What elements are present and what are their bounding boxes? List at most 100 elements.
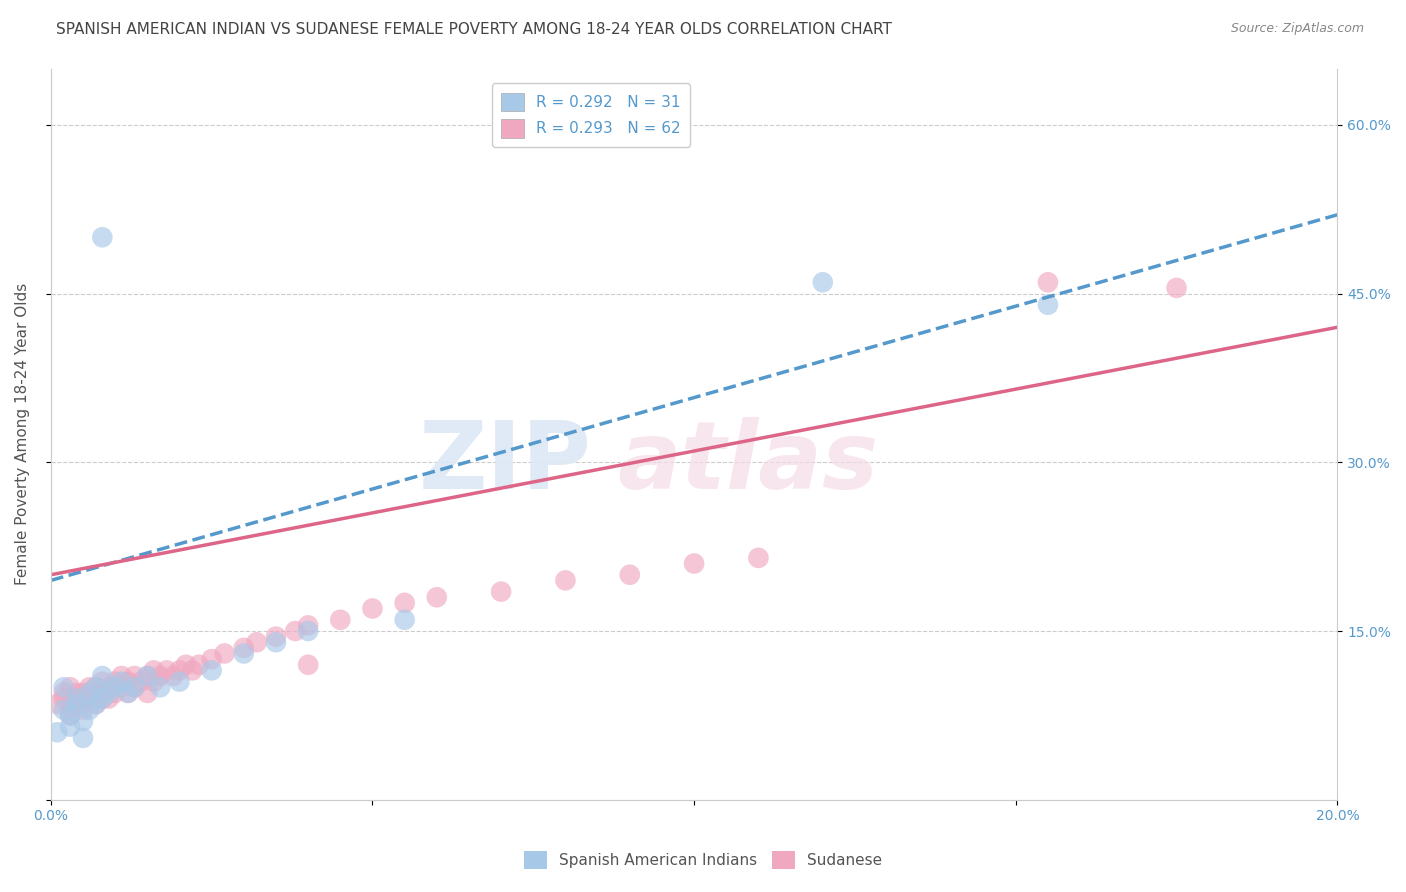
Point (174, 657, 197, 672)
Point (117, 674, 139, 689)
Point (181, 664, 204, 678)
Point (1166, 281, 1188, 295)
Point (162, 669, 184, 683)
Point (72, 686, 94, 700)
Point (91, 691, 114, 706)
Point (91, 691, 114, 706)
Point (84, 697, 107, 711)
Point (1036, 298, 1059, 312)
Point (747, 550, 769, 565)
Point (110, 669, 132, 683)
Point (104, 674, 127, 689)
Point (46, 725, 69, 739)
Point (91, 669, 114, 683)
Point (394, 613, 416, 627)
Point (619, 567, 641, 582)
Point (59, 703, 82, 717)
Point (72, 703, 94, 717)
Point (52, 703, 75, 717)
Text: Source: ZipAtlas.com: Source: ZipAtlas.com (1230, 22, 1364, 36)
Point (489, 584, 512, 599)
Point (246, 635, 269, 649)
Point (683, 557, 706, 571)
Point (52, 691, 75, 706)
Point (136, 686, 159, 700)
Point (79, 686, 101, 700)
Point (156, 664, 179, 678)
Point (65, 691, 87, 706)
Point (214, 647, 236, 661)
Point (59, 708, 82, 723)
Point (124, 680, 146, 694)
Point (129, 674, 152, 689)
Point (1036, 275, 1059, 289)
Point (110, 680, 132, 694)
Legend: Spanish American Indians, Sudanese: Spanish American Indians, Sudanese (517, 845, 889, 875)
Point (142, 674, 165, 689)
Point (329, 613, 352, 627)
Legend: R = 0.292   N = 31, R = 0.293   N = 62: R = 0.292 N = 31, R = 0.293 N = 62 (492, 84, 690, 146)
Point (142, 664, 165, 678)
Point (149, 669, 172, 683)
Point (201, 652, 224, 666)
Point (97, 680, 120, 694)
Point (201, 664, 224, 678)
Point (84, 697, 107, 711)
Point (297, 657, 319, 672)
Point (72, 731, 94, 745)
Point (264, 630, 287, 644)
Point (232, 647, 254, 661)
Point (297, 624, 319, 638)
Point (117, 686, 139, 700)
Point (79, 680, 101, 694)
Point (284, 624, 307, 638)
Point (84, 680, 107, 694)
Point (361, 601, 384, 615)
Point (104, 686, 127, 700)
Point (136, 669, 159, 683)
Point (52, 686, 75, 700)
Text: SPANISH AMERICAN INDIAN VS SUDANESE FEMALE POVERTY AMONG 18-24 YEAR OLDS CORRELA: SPANISH AMERICAN INDIAN VS SUDANESE FEMA… (56, 22, 893, 37)
Point (124, 669, 146, 683)
Point (65, 686, 87, 700)
Point (187, 657, 209, 672)
Point (169, 664, 191, 678)
Point (554, 574, 576, 588)
Point (91, 674, 114, 689)
Point (79, 703, 101, 717)
Point (52, 680, 75, 694)
Point (84, 680, 107, 694)
Point (72, 697, 94, 711)
Point (97, 686, 120, 700)
Point (149, 680, 172, 694)
Point (811, 275, 834, 289)
Point (232, 640, 254, 655)
Point (65, 697, 87, 711)
Point (72, 714, 94, 728)
Point (59, 708, 82, 723)
Point (136, 669, 159, 683)
Point (79, 691, 101, 706)
Point (264, 635, 287, 649)
Point (65, 691, 87, 706)
Point (117, 686, 139, 700)
Point (169, 674, 191, 689)
Point (59, 720, 82, 734)
Point (104, 680, 127, 694)
Point (65, 697, 87, 711)
Point (124, 680, 146, 694)
Point (394, 596, 416, 610)
Point (91, 686, 114, 700)
Point (79, 686, 101, 700)
Point (110, 674, 132, 689)
Y-axis label: Female Poverty Among 18-24 Year Olds: Female Poverty Among 18-24 Year Olds (15, 283, 30, 585)
Text: atlas: atlas (617, 417, 879, 509)
Point (97, 691, 120, 706)
Point (297, 618, 319, 632)
Point (46, 697, 69, 711)
Point (91, 230, 114, 244)
Point (59, 680, 82, 694)
Point (426, 591, 449, 605)
Text: ZIP: ZIP (419, 417, 591, 509)
Point (84, 691, 107, 706)
